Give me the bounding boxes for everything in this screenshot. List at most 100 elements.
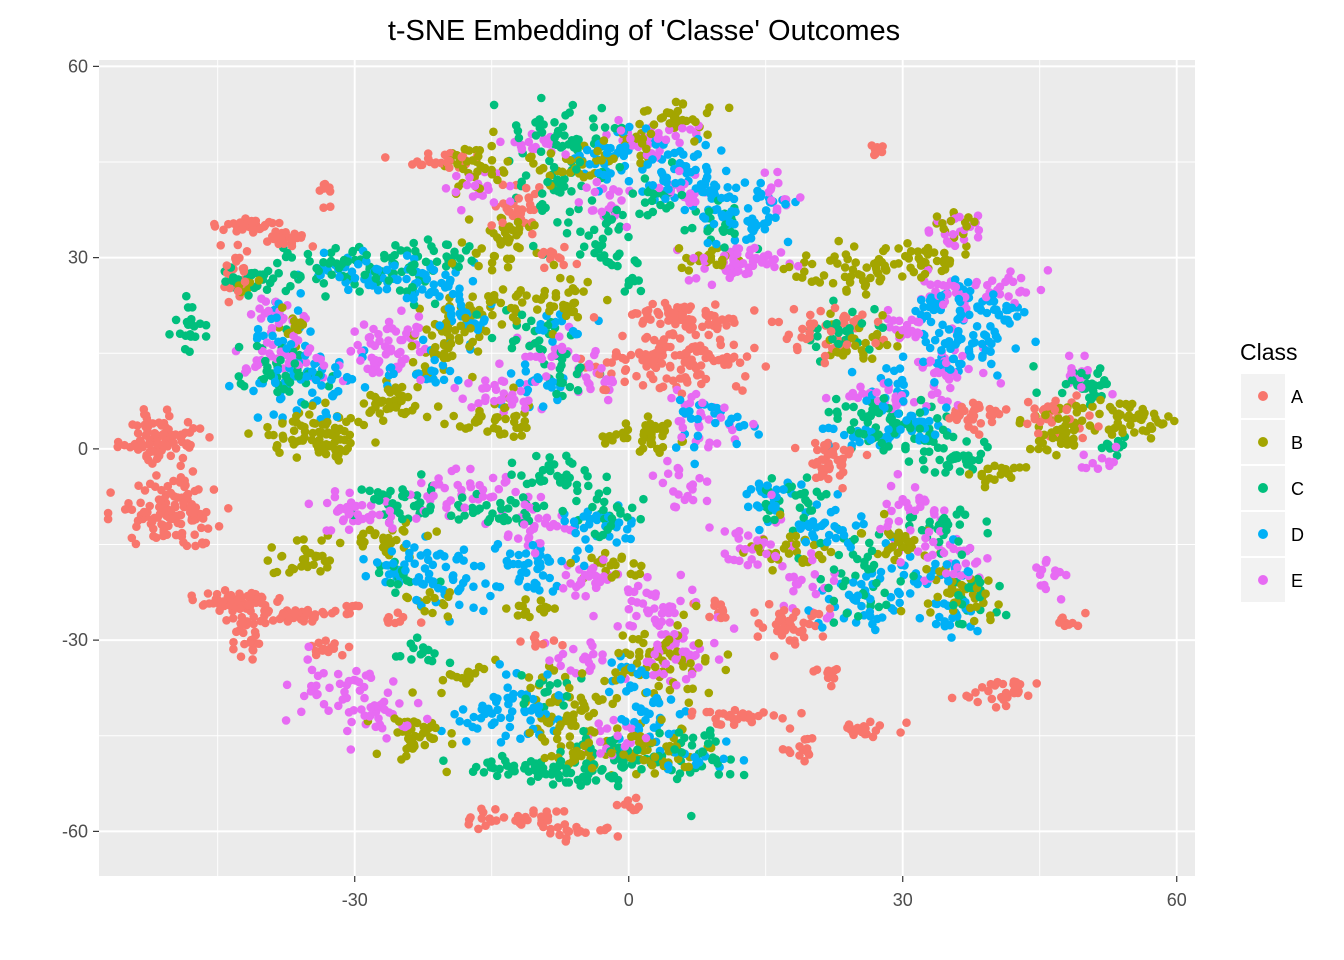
point-class-b: [894, 244, 903, 253]
point-class-b: [606, 561, 615, 570]
point-class-a: [172, 511, 182, 521]
point-class-c: [834, 328, 843, 338]
point-class-a: [228, 614, 238, 623]
point-class-d: [308, 367, 317, 376]
point-class-c: [536, 201, 545, 211]
point-class-a: [785, 617, 795, 626]
point-class-a: [530, 189, 540, 199]
point-class-c: [396, 246, 406, 255]
point-class-a: [187, 591, 196, 600]
point-class-b: [342, 417, 351, 427]
point-class-b: [625, 650, 635, 659]
point-class-a: [148, 459, 157, 468]
point-class-a: [753, 632, 763, 641]
point-class-a: [754, 619, 763, 628]
point-class-b: [647, 760, 657, 770]
point-class-e: [423, 714, 432, 724]
point-class-d: [573, 546, 582, 555]
point-class-b: [545, 698, 555, 707]
point-class-a: [210, 222, 220, 231]
point-class-b: [378, 416, 388, 426]
point-class-e: [902, 320, 912, 330]
point-class-d: [730, 236, 740, 245]
point-class-c: [675, 769, 685, 778]
point-class-e: [385, 506, 395, 516]
point-class-b: [517, 431, 526, 440]
point-class-d: [495, 660, 505, 669]
point-class-c: [955, 520, 965, 529]
point-class-c: [630, 256, 640, 265]
point-class-c: [983, 442, 992, 452]
point-class-c: [615, 162, 624, 172]
point-class-e: [856, 382, 865, 392]
point-class-a: [820, 358, 830, 368]
point-class-c: [833, 409, 842, 419]
point-class-d: [938, 320, 947, 330]
point-class-e: [530, 548, 540, 558]
point-class-a: [991, 703, 1001, 712]
point-class-b: [518, 601, 527, 611]
point-class-a: [761, 362, 771, 371]
point-class-a: [789, 304, 799, 314]
point-class-a: [319, 203, 328, 212]
point-class-d: [273, 365, 283, 375]
point-class-e: [375, 336, 384, 346]
point-class-a: [626, 350, 636, 360]
point-class-b: [654, 681, 663, 691]
point-class-a: [820, 351, 830, 361]
point-class-d: [967, 339, 977, 348]
point-class-a: [176, 473, 186, 482]
point-class-b: [313, 552, 323, 561]
point-class-a: [634, 348, 644, 357]
point-class-e: [926, 356, 936, 366]
point-class-c: [483, 517, 493, 526]
point-class-d: [296, 289, 306, 298]
point-class-d: [332, 412, 342, 422]
point-class-a: [487, 817, 496, 826]
point-class-b: [489, 290, 499, 300]
point-class-c: [348, 246, 358, 256]
point-class-b: [1107, 430, 1117, 439]
point-class-c: [802, 473, 812, 482]
point-class-d: [919, 302, 928, 312]
point-class-b: [440, 419, 449, 429]
point-class-c: [933, 414, 942, 423]
point-class-e: [942, 281, 951, 291]
point-class-a: [229, 637, 238, 647]
point-class-a: [638, 381, 648, 390]
point-class-b: [438, 599, 447, 608]
point-class-c: [882, 600, 891, 610]
point-class-c: [393, 501, 402, 511]
point-class-d: [942, 403, 951, 412]
point-class-a: [692, 371, 702, 380]
point-class-c: [1068, 375, 1077, 385]
point-class-e: [1109, 457, 1118, 467]
point-class-d: [818, 424, 828, 434]
point-class-c: [573, 386, 583, 395]
point-class-e: [589, 611, 598, 621]
point-class-b: [503, 157, 512, 166]
point-class-e: [738, 259, 748, 268]
point-class-e: [255, 304, 264, 313]
point-class-a: [556, 254, 565, 263]
point-class-b: [468, 292, 478, 302]
point-class-d: [520, 707, 530, 717]
point-class-e: [743, 531, 753, 540]
point-class-e: [648, 471, 658, 481]
point-class-d: [302, 372, 312, 381]
point-class-a: [173, 518, 182, 528]
point-class-c: [836, 569, 846, 578]
point-class-b: [402, 744, 411, 754]
point-class-c: [380, 253, 389, 263]
point-class-c: [386, 578, 396, 588]
point-class-e: [904, 503, 913, 512]
point-class-d: [523, 582, 532, 592]
point-class-b: [792, 547, 802, 557]
point-class-a: [795, 742, 804, 751]
point-class-c: [561, 778, 571, 787]
point-class-d: [1011, 344, 1020, 353]
point-class-a: [162, 405, 172, 415]
point-class-b: [940, 248, 949, 258]
point-class-b: [464, 146, 474, 155]
point-class-b: [471, 418, 481, 427]
